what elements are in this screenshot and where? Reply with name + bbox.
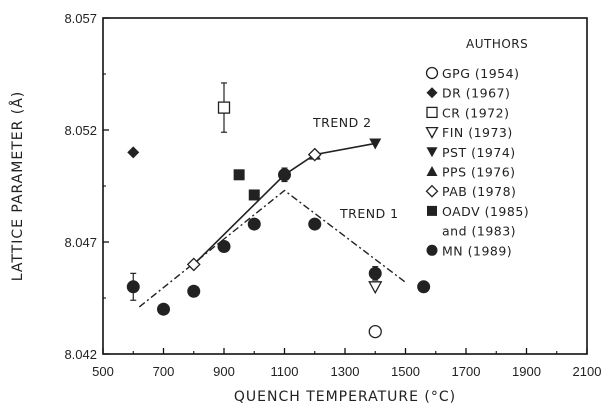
legend-label: CR (1972)	[442, 105, 509, 120]
data-point-square-filled	[248, 189, 260, 201]
legend: AUTHORS GPG (1954) DR (1967) CR (1972) FIN …	[425, 37, 529, 258]
data-point-circle-open	[425, 66, 439, 80]
data-point-triangle-down-open	[368, 281, 383, 295]
y-tick-label: 8.057	[64, 11, 97, 26]
x-tick-label: 2100	[573, 364, 602, 379]
x-tick-label: 900	[213, 364, 235, 379]
data-point-triangle-up-filled	[426, 166, 438, 176]
legend-title: AUTHORS	[466, 37, 528, 51]
data-point-circle-filled	[217, 239, 231, 253]
x-tick-label: 1100	[271, 364, 299, 379]
x-tick-label: 1900	[512, 364, 541, 379]
x-axis-title: QUENCH TEMPERATURE (°C)	[234, 389, 456, 405]
data-point-triangle-down-open	[425, 126, 439, 139]
data-point-triangle-down-filled	[426, 147, 438, 158]
x-tick-label: 500	[92, 364, 114, 379]
data-points	[126, 82, 431, 339]
y-axis: 8.042 8.047 8.052 8.057	[64, 11, 109, 362]
trend-1-label: TREND 1	[339, 206, 399, 221]
data-point-circle-filled	[247, 217, 261, 231]
data-point-circle-filled	[417, 280, 431, 294]
trend-2-label: TREND 2	[312, 115, 372, 130]
x-tick-label: 700	[153, 364, 175, 379]
data-point-circle-filled	[187, 284, 201, 298]
data-point-circle-filled	[308, 217, 322, 231]
data-point-triangle-down-filled	[369, 138, 382, 150]
legend-label: MN (1989)	[442, 243, 512, 258]
data-point-square-filled	[233, 169, 245, 181]
data-point-diamond-open	[307, 147, 322, 162]
legend-label: DR (1967)	[442, 86, 510, 101]
data-point-circle-filled	[157, 302, 170, 316]
x-tick-label: 1500	[391, 364, 420, 379]
data-point-circle-filled	[368, 266, 382, 280]
y-tick-label: 8.052	[64, 123, 97, 138]
data-point-circle-open	[368, 324, 382, 339]
legend-label: PAB (1978)	[442, 184, 516, 199]
data-point-diamond-open	[425, 184, 439, 198]
data-point-diamond-filled	[127, 146, 140, 159]
legend-label: and (1983)	[442, 224, 516, 239]
x-tick-label: 1700	[452, 364, 481, 379]
legend-label: FIN (1973)	[442, 125, 513, 140]
data-point-diamond-open	[186, 257, 201, 272]
data-point-diamond-filled	[426, 87, 438, 99]
y-axis-title: LATTICE PARAMETER (Å)	[9, 91, 26, 282]
data-point-circle-filled	[426, 244, 438, 256]
legend-label: PPS (1976)	[442, 165, 516, 180]
data-point-square-filled	[427, 205, 437, 216]
trend-line-2	[193, 142, 376, 265]
x-tick-label: 1300	[331, 364, 360, 379]
data-point-circle-filled	[126, 280, 140, 294]
data-point-circle-filled	[278, 168, 291, 182]
x-axis: 500 700 900 1100 1300 1500 1700 1900 2100	[92, 348, 601, 379]
y-tick-label: 8.042	[64, 347, 97, 362]
data-point-square-open	[217, 101, 231, 114]
legend-label: PST (1974)	[442, 145, 516, 160]
trend-line-1	[138, 189, 406, 308]
legend-label: GPG (1954)	[442, 66, 519, 81]
legend-label: OADV (1985)	[442, 204, 529, 219]
data-point-square-open	[426, 106, 438, 119]
trend-lines	[138, 142, 406, 308]
y-tick-label: 8.047	[64, 235, 97, 250]
